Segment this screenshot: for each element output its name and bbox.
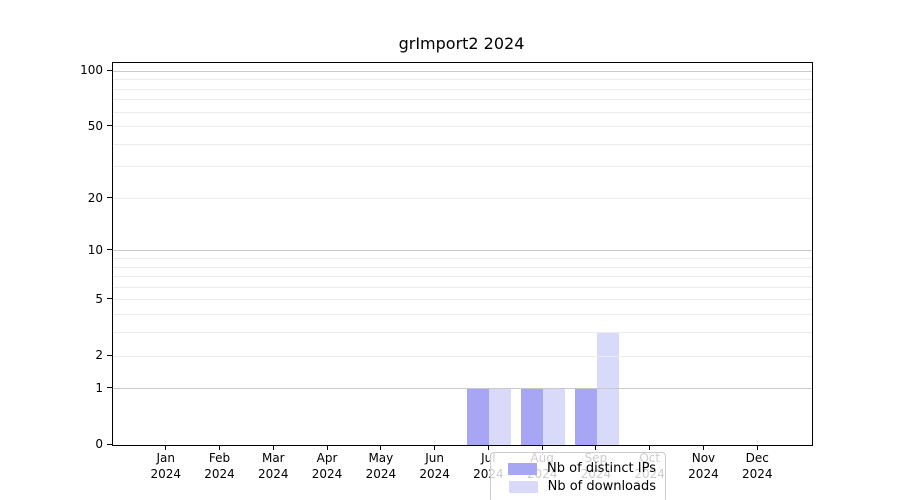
gridline-minor [113, 332, 812, 334]
plot-area: Nb of distinct IPs Nb of downloads [112, 62, 813, 500]
legend-row: Nb of distinct IPs [499, 460, 656, 477]
y-tick-label: 0 [95, 437, 103, 451]
gridline-minor [113, 79, 812, 81]
x-axis-tick [434, 445, 436, 450]
bar-aug-series0 [521, 388, 544, 445]
x-axis-tick [487, 445, 489, 450]
legend-swatch [508, 480, 538, 493]
x-axis-tick [702, 445, 704, 450]
y-tick-label: 20 [87, 190, 103, 205]
gridline-minor [113, 143, 812, 145]
y-tick-label: 10 [87, 242, 103, 257]
y-tick-label: 50 [87, 118, 103, 133]
legend-label: Nb of distinct IPs [547, 461, 656, 476]
y-axis-tick [107, 125, 112, 127]
gridline-major [113, 250, 812, 252]
y-tick-label: 1 [95, 380, 103, 395]
y-tick-label: 100 [80, 63, 103, 78]
gridline-minor [113, 286, 812, 288]
gridline-minor [113, 276, 812, 278]
x-tick-label: Nov 2024 [688, 451, 719, 481]
y-axis-tick [107, 249, 112, 251]
legend-label: Nb of downloads [547, 479, 656, 494]
gridline-minor [113, 166, 812, 168]
x-tick-label: Apr 2024 [311, 451, 343, 481]
gridline-major [113, 388, 812, 390]
x-tick-label: Jan 2024 [150, 451, 182, 481]
gridline-minor [113, 198, 812, 200]
bar-sep-series0 [574, 388, 597, 445]
x-axis-tick [649, 445, 651, 450]
gridline-minor [113, 355, 812, 357]
y-axis-tick [107, 443, 112, 445]
bar-jul-series0 [467, 388, 490, 445]
x-axis-tick [326, 445, 328, 450]
x-tick-label: May 2024 [365, 451, 397, 481]
x-tick-label: Mar 2024 [258, 451, 289, 481]
bar-aug-series1 [543, 388, 566, 445]
x-axis-tick [219, 445, 221, 450]
gridline-minor [113, 126, 812, 128]
y-tick-label: 5 [95, 291, 103, 306]
x-axis-tick [165, 445, 167, 450]
legend-swatch [508, 462, 538, 475]
gridline-minor [113, 111, 812, 113]
y-axis-tick [107, 197, 112, 199]
legend: Nb of distinct IPs Nb of downloads [490, 452, 666, 500]
gridline-minor [113, 266, 812, 268]
x-tick-label: Jun 2024 [419, 451, 450, 481]
y-tick-label: 2 [95, 348, 103, 363]
x-axis-tick [541, 445, 543, 450]
gridline-minor [113, 314, 812, 316]
y-axis-tick [107, 69, 112, 71]
bar-jul-series1 [489, 388, 512, 445]
gridline-minor [113, 88, 812, 90]
x-tick-label: Dec 2024 [741, 451, 773, 481]
y-axis-tick [107, 298, 112, 300]
gridline-minor [113, 299, 812, 301]
x-axis-tick [756, 445, 758, 450]
x-axis-tick [380, 445, 382, 450]
y-axis-tick [107, 354, 112, 356]
gridline-minor [113, 99, 812, 101]
legend-row: Nb of downloads [499, 478, 656, 495]
gridline-minor [113, 258, 812, 260]
x-tick-label: Feb 2024 [204, 451, 235, 481]
chart-title: grImport2 2024 [398, 34, 525, 53]
x-axis-tick [595, 445, 597, 450]
x-axis-tick [272, 445, 274, 450]
gridline-major [113, 70, 812, 72]
y-axis-tick [107, 387, 112, 389]
